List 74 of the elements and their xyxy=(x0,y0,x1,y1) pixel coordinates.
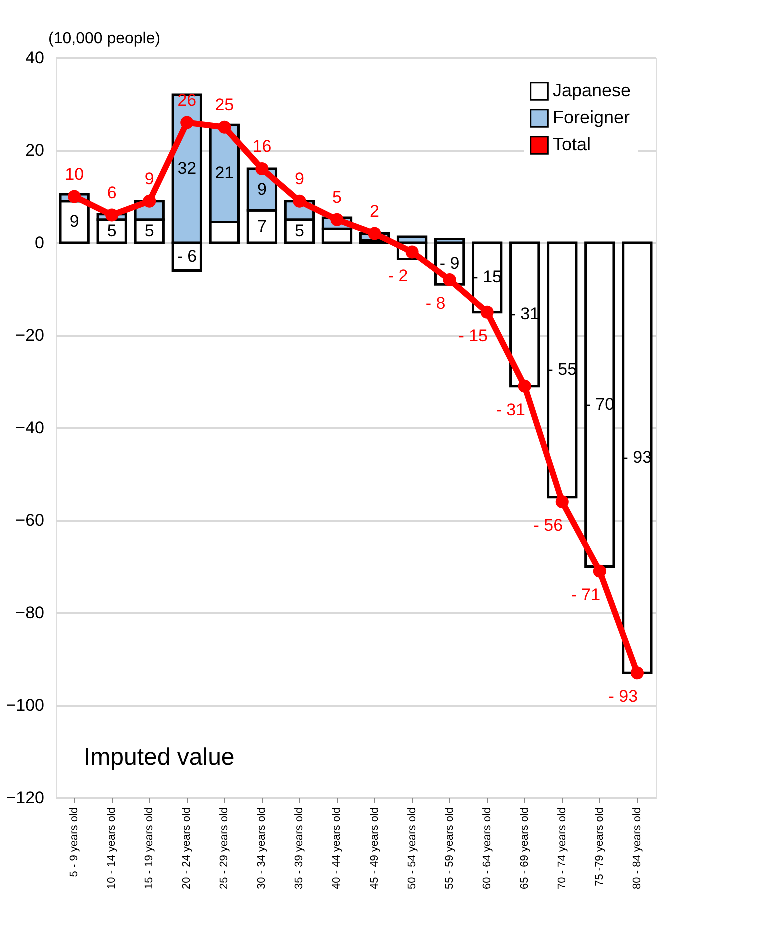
annotation: Imputed value xyxy=(84,744,235,771)
data-label: 26 xyxy=(178,90,197,110)
x-tick-label: 50 - 54 years old xyxy=(406,808,418,890)
data-label: - 8 xyxy=(426,294,446,313)
y-axis-title: (10,000 people) xyxy=(48,30,161,48)
data-label: 32 xyxy=(178,159,197,178)
point xyxy=(593,564,606,578)
point xyxy=(68,190,82,204)
x-tick-label: 25 - 29 years old xyxy=(218,808,231,890)
y-tick-label: −80 xyxy=(16,604,44,622)
data-label: 10 xyxy=(65,164,84,184)
x-tick-label: 80 - 84 years old xyxy=(631,808,644,890)
data-label: - 15 xyxy=(458,326,488,346)
data-label: 5 xyxy=(144,221,154,240)
x-tick-label: 35 - 39 years old xyxy=(294,808,306,890)
data-label: - 56 xyxy=(534,516,564,535)
legend-label: Japanese xyxy=(553,80,632,100)
point xyxy=(143,194,156,208)
point xyxy=(180,116,194,130)
x-tick-label: 40 - 44 years old xyxy=(331,808,344,890)
x-tick-label: 30 - 34 years old xyxy=(256,808,268,890)
y-tick-label: 0 xyxy=(35,234,44,252)
x-tick-label: 75 -79 years old xyxy=(594,808,606,886)
y-tick-label: −60 xyxy=(16,511,44,530)
data-label: 16 xyxy=(252,137,272,156)
y-tick-label: 20 xyxy=(26,141,44,160)
x-tick-label: 65 - 69 years old xyxy=(518,808,531,890)
x-tick-label: 20 - 24 years old xyxy=(181,808,194,890)
bar xyxy=(622,242,653,674)
data-label: 9 xyxy=(257,180,267,199)
data-label: - 31 xyxy=(496,400,526,420)
x-tick-label: 60 - 64 years old xyxy=(481,808,494,890)
data-label: 21 xyxy=(215,164,234,183)
x-tick-label: 70 - 74 years old xyxy=(556,808,568,890)
point xyxy=(368,227,382,240)
data-label: 6 xyxy=(107,183,117,202)
data-label: - 93 xyxy=(608,687,638,706)
bar xyxy=(547,242,578,499)
data-label: 7 xyxy=(257,216,267,236)
data-label: - 9 xyxy=(440,254,460,273)
data-label: 9 xyxy=(70,212,80,232)
y-tick-label: −40 xyxy=(16,418,44,438)
y-tick-label: −100 xyxy=(6,696,44,715)
x-tick-label: 45 - 49 years old xyxy=(368,808,381,890)
x-tick-label: 55 - 59 years old xyxy=(444,808,456,890)
point xyxy=(480,306,494,319)
bar xyxy=(510,242,540,388)
data-label: - 71 xyxy=(571,585,601,604)
point xyxy=(293,194,306,208)
legend-label: Total xyxy=(553,134,592,154)
y-tick-label: −20 xyxy=(16,326,44,345)
point xyxy=(256,162,269,176)
data-label: 9 xyxy=(144,169,154,188)
x-tick-label: 15 - 19 years old xyxy=(144,808,156,890)
point xyxy=(106,208,119,222)
data-label: 9 xyxy=(294,169,304,188)
x-tick-label: 10 - 14 years old xyxy=(106,808,118,890)
data-label: 2 xyxy=(370,202,380,221)
data-label: 5 xyxy=(332,188,342,207)
x-tick-label: 5 - 9 years old xyxy=(68,808,81,878)
data-label: - 6 xyxy=(177,246,198,266)
data-label: 5 xyxy=(107,221,117,240)
bar xyxy=(584,242,616,568)
point xyxy=(630,666,644,680)
point xyxy=(218,120,232,134)
y-tick-label: −120 xyxy=(6,788,44,808)
point xyxy=(556,495,569,509)
legend-label: Foreigner xyxy=(553,108,630,128)
data-label: 25 xyxy=(215,95,234,114)
point xyxy=(518,380,532,393)
data-label: - 2 xyxy=(388,266,408,286)
y-tick-label: 40 xyxy=(26,48,44,68)
data-label: 5 xyxy=(294,221,304,240)
point xyxy=(443,273,456,287)
